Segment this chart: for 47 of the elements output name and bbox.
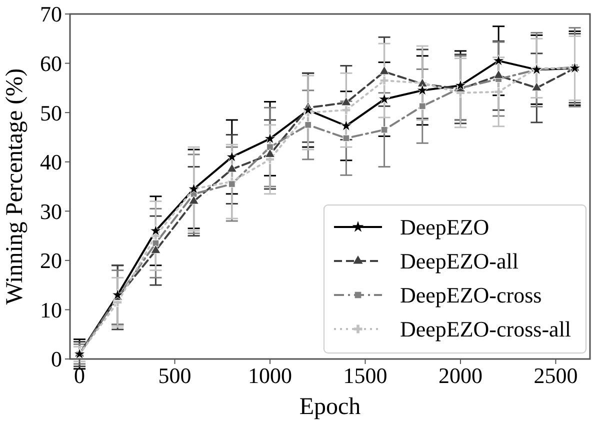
point (226, 150, 238, 162)
point (342, 106, 351, 115)
point (494, 87, 504, 96)
point (150, 244, 161, 254)
x-tick-label: 500 (158, 363, 192, 388)
x-tick-label: 2000 (438, 363, 482, 388)
y-tick-label: 30 (40, 198, 62, 224)
x-axis-title: Epoch (299, 394, 361, 420)
y-tick-label: 0 (51, 346, 62, 372)
x-tick-label: 1000 (248, 363, 292, 388)
point (494, 70, 504, 79)
point (454, 79, 466, 91)
legend-label: DeepEZO-cross (400, 282, 542, 308)
x-tick-label: 2500 (534, 363, 578, 388)
point (264, 132, 276, 144)
point (416, 84, 428, 96)
point (340, 120, 352, 131)
y-tick-label: 70 (40, 2, 62, 27)
point (380, 76, 389, 86)
point (112, 288, 124, 300)
point (378, 93, 390, 104)
point (418, 102, 426, 110)
point (304, 121, 312, 128)
point (302, 104, 314, 116)
y-tick-label: 40 (40, 150, 62, 175)
point (379, 66, 390, 75)
y-axis-title: Winning Percentage (%) (2, 68, 28, 305)
y-tick-label: 60 (40, 50, 62, 76)
point (342, 134, 350, 142)
legend-label: DeepEZO (400, 214, 490, 240)
point (226, 163, 237, 172)
point (188, 195, 199, 204)
point (380, 126, 388, 134)
point (266, 144, 274, 150)
legend-label: DeepEZO-cross-all (400, 316, 572, 342)
point (341, 96, 352, 106)
point (492, 54, 504, 66)
point (532, 82, 542, 91)
x-tick-label: 1500 (343, 363, 388, 388)
y-tick-label: 20 (40, 248, 62, 274)
y-tick-label: 50 (40, 100, 62, 126)
point (152, 240, 160, 247)
point (150, 224, 162, 236)
point (228, 180, 236, 188)
point (264, 148, 276, 158)
legend-label: DeepEZO-all (400, 248, 518, 274)
y-tick-label: 10 (40, 297, 62, 322)
